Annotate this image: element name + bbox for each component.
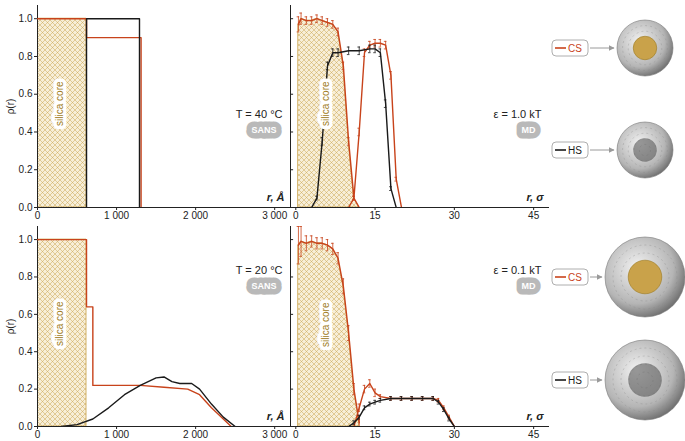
svg-text:0.6: 0.6	[19, 309, 33, 320]
svg-text:T = 40 °C: T = 40 °C	[236, 108, 283, 120]
svg-text:silica core: silica core	[320, 81, 331, 126]
svg-text:r, σ: r, σ	[526, 410, 544, 422]
svg-text:3 000: 3 000	[262, 429, 287, 440]
svg-text:0: 0	[293, 429, 299, 440]
svg-text:1 000: 1 000	[104, 210, 129, 221]
svg-text:0.0: 0.0	[19, 421, 33, 432]
svg-text:CS: CS	[568, 43, 582, 54]
svg-text:MD: MD	[522, 281, 536, 291]
svg-text:r, Å: r, Å	[267, 410, 285, 422]
svg-text:0.2: 0.2	[19, 383, 33, 394]
svg-text:silica core: silica core	[320, 302, 331, 347]
svg-text:2 000: 2 000	[183, 429, 208, 440]
svg-text:45: 45	[528, 429, 540, 440]
svg-text:0: 0	[293, 210, 299, 221]
svg-text:T = 20 °C: T = 20 °C	[236, 264, 283, 276]
svg-text:1 000: 1 000	[104, 429, 129, 440]
svg-text:r, σ: r, σ	[526, 191, 544, 203]
svg-text:30: 30	[449, 210, 461, 221]
svg-text:0.6: 0.6	[19, 88, 33, 99]
svg-text:0.8: 0.8	[19, 271, 33, 282]
svg-text:1.0: 1.0	[19, 13, 33, 24]
svg-text:ε = 1.0 kT: ε = 1.0 kT	[493, 108, 541, 120]
svg-text:MD: MD	[522, 125, 536, 135]
svg-text:silica core: silica core	[54, 81, 65, 126]
svg-text:3 000: 3 000	[262, 210, 287, 221]
svg-text:1.0: 1.0	[19, 234, 33, 245]
svg-text:15: 15	[370, 429, 382, 440]
svg-text:30: 30	[449, 429, 461, 440]
svg-text:ρ(r): ρ(r)	[5, 319, 16, 335]
svg-text:15: 15	[370, 210, 382, 221]
svg-text:silica core: silica core	[54, 301, 65, 346]
svg-text:0.4: 0.4	[19, 346, 33, 357]
svg-text:CS: CS	[568, 272, 582, 283]
svg-text:0: 0	[35, 429, 41, 440]
svg-text:ρ(r): ρ(r)	[5, 99, 16, 115]
svg-text:2 000: 2 000	[183, 210, 208, 221]
svg-text:0: 0	[35, 210, 41, 221]
svg-text:HS: HS	[568, 375, 582, 386]
svg-text:HS: HS	[568, 145, 582, 156]
svg-text:r, Å: r, Å	[267, 191, 285, 203]
svg-text:SANS: SANS	[251, 281, 276, 291]
svg-text:ε = 0.1 kT: ε = 0.1 kT	[493, 264, 541, 276]
svg-text:0.4: 0.4	[19, 126, 33, 137]
svg-text:45: 45	[528, 210, 540, 221]
svg-text:0.0: 0.0	[19, 202, 33, 213]
svg-text:SANS: SANS	[251, 125, 276, 135]
svg-text:0.2: 0.2	[19, 164, 33, 175]
svg-text:0.8: 0.8	[19, 51, 33, 62]
